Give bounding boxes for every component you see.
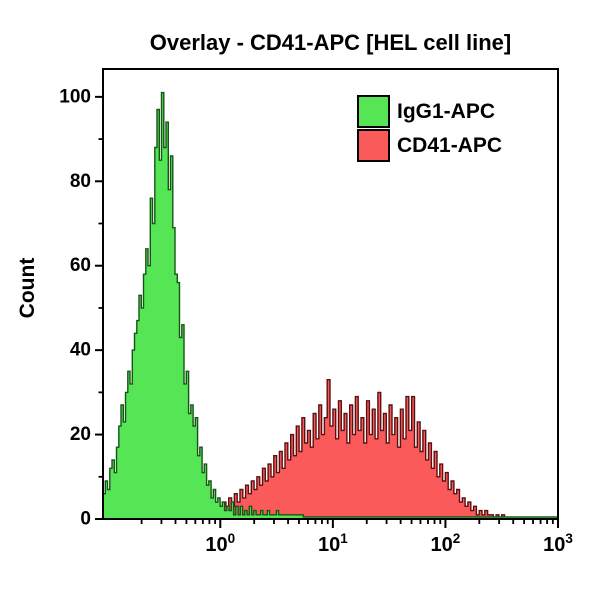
legend-item-igg1: IgG1-APC <box>357 94 502 128</box>
x-axis-tick-label: 101 <box>318 531 348 556</box>
x-axis-tick-label: 100 <box>205 531 235 556</box>
y-axis-tick-label: 0 <box>80 509 91 530</box>
histogram-outline-cd41-apc <box>180 379 511 519</box>
y-axis-tick-label: 80 <box>70 171 91 192</box>
histogram-outline-igg1-apc <box>103 91 558 519</box>
legend-item-cd41: CD41-APC <box>357 128 502 162</box>
plot-frame <box>102 68 559 520</box>
legend: IgG1-APC CD41-APC <box>357 94 502 162</box>
legend-swatch-cd41 <box>357 128 390 162</box>
y-axis-tick-label: 100 <box>59 86 91 107</box>
legend-swatch-igg1 <box>357 94 390 128</box>
y-axis-tick-label: 40 <box>70 340 91 361</box>
x-axis-tick-label: 102 <box>431 531 461 556</box>
histogram-fill-cd41-apc <box>180 379 511 519</box>
y-axis-tick-label: 20 <box>70 424 91 445</box>
legend-label-igg1: IgG1-APC <box>397 99 496 123</box>
chart-title: Overlay - CD41-APC [HEL cell line] <box>149 30 512 55</box>
legend-label-cd41: CD41-APC <box>397 133 503 157</box>
x-axis-tick-label: 103 <box>543 531 573 556</box>
histogram-series-group <box>103 91 558 519</box>
y-axis-tick-label: 60 <box>70 255 91 276</box>
histogram-fill-igg1-apc <box>103 92 558 519</box>
